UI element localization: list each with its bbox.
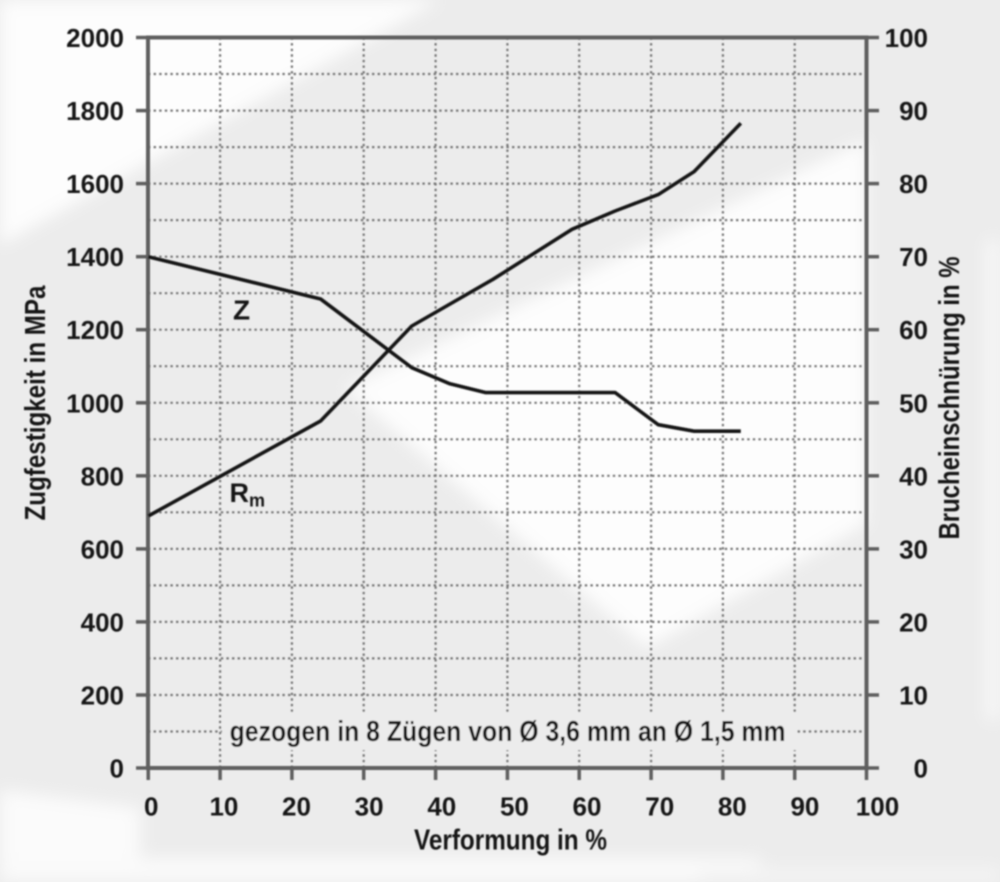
svg-text:1000: 1000: [66, 388, 124, 418]
svg-text:0: 0: [110, 754, 124, 784]
svg-text:1800: 1800: [66, 96, 124, 126]
svg-text:90: 90: [899, 96, 928, 126]
svg-text:800: 800: [81, 461, 124, 491]
svg-text:200: 200: [81, 681, 124, 711]
svg-text:70: 70: [645, 792, 674, 822]
svg-text:10: 10: [209, 792, 238, 822]
svg-text:40: 40: [899, 461, 928, 491]
svg-text:100: 100: [856, 792, 899, 822]
svg-text:600: 600: [81, 534, 124, 564]
svg-text:70: 70: [899, 242, 928, 272]
svg-text:30: 30: [899, 534, 928, 564]
svg-text:1400: 1400: [66, 242, 124, 272]
svg-text:50: 50: [500, 792, 529, 822]
svg-text:80: 80: [899, 169, 928, 199]
svg-text:400: 400: [81, 607, 124, 637]
svg-text:0: 0: [144, 792, 158, 822]
svg-text:1600: 1600: [66, 169, 124, 199]
svg-text:gezogen in 8 Zügen von Ø 3,6 m: gezogen in 8 Zügen von Ø 3,6 mm an Ø 1,5…: [230, 716, 786, 748]
svg-text:Zugfestigkeit in MPa: Zugfestigkeit in MPa: [20, 285, 52, 521]
svg-text:Verformung in %: Verformung in %: [414, 825, 607, 857]
svg-text:60: 60: [573, 792, 602, 822]
svg-text:90: 90: [790, 792, 819, 822]
svg-text:60: 60: [899, 315, 928, 345]
svg-text:1200: 1200: [66, 315, 124, 345]
svg-text:Brucheinschnürung in %: Brucheinschnürung in %: [934, 256, 966, 539]
svg-text:80: 80: [718, 792, 747, 822]
svg-text:40: 40: [427, 792, 456, 822]
svg-text:100: 100: [885, 23, 928, 53]
svg-text:10: 10: [899, 681, 928, 711]
svg-text:20: 20: [899, 607, 928, 637]
svg-text:50: 50: [899, 388, 928, 418]
svg-text:30: 30: [355, 792, 384, 822]
svg-text:2000: 2000: [66, 23, 124, 53]
svg-text:0: 0: [914, 754, 928, 784]
svg-text:Z: Z: [233, 294, 250, 325]
svg-text:20: 20: [282, 792, 311, 822]
svg-text:Rm: Rm: [230, 478, 266, 511]
